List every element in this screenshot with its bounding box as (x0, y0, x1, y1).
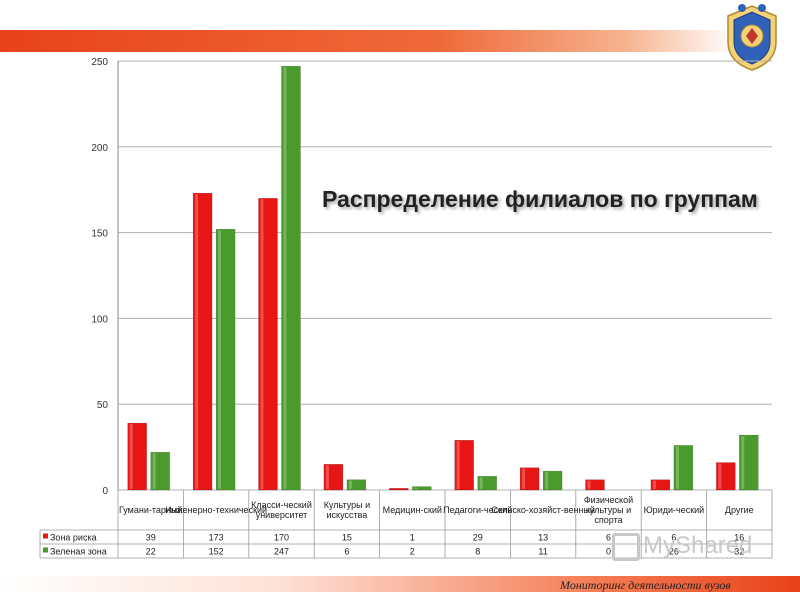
x-tick-label: Класси-ческий университет (251, 500, 312, 520)
bar-risk (585, 479, 605, 491)
top-accent-bar (0, 30, 800, 52)
bar-green (739, 434, 759, 491)
data-label: 13 (538, 533, 548, 543)
legend-label: Зеленая зона (50, 547, 107, 557)
y-tick-label: 200 (91, 143, 108, 154)
bar-highlight (718, 463, 722, 489)
y-tick-label: 0 (102, 486, 108, 497)
bar-highlight (260, 199, 264, 489)
bar-green (673, 445, 694, 491)
watermark-icon (612, 532, 640, 561)
x-tick-label: Физической культуры и спорта (584, 495, 633, 525)
legend-key (43, 547, 48, 553)
bar-risk (519, 467, 540, 491)
watermark: MyShared (612, 532, 752, 561)
data-label: 11 (538, 547, 547, 557)
data-label: 16 (734, 533, 744, 543)
bar-highlight (741, 436, 745, 489)
data-label: 39 (146, 533, 156, 543)
bar-highlight (456, 441, 460, 489)
data-label: 170 (274, 533, 289, 543)
bar-highlight (283, 67, 287, 489)
bar-green (215, 228, 236, 491)
data-label: 0 (606, 547, 611, 557)
bar-highlight (479, 477, 483, 489)
bar-highlight (414, 487, 418, 489)
x-tick-label: Другие (725, 505, 754, 515)
data-label: 2 (410, 547, 415, 557)
data-label: 32 (734, 547, 744, 557)
data-label: 26 (669, 547, 679, 557)
x-tick-label: Сельско-хозяйст-венный (491, 505, 595, 515)
bottom-accent-bar (0, 576, 800, 592)
watermark-text: MyShared (643, 532, 753, 559)
data-label: 6 (344, 547, 349, 557)
x-tick-label: Педагоги-ческий (443, 505, 512, 515)
x-tick-label: Медицин-ский (383, 505, 442, 515)
y-tick-label: 100 (91, 314, 108, 325)
bar-highlight (218, 230, 222, 489)
data-label: 22 (146, 547, 156, 557)
data-label: 173 (209, 533, 224, 543)
x-tick-label: Гумани-тарный (119, 505, 182, 515)
bar-highlight (652, 480, 656, 489)
legend-label: Зона риска (50, 533, 97, 543)
bar-risk (716, 462, 736, 491)
bar-risk (650, 479, 671, 491)
bar-highlight (129, 424, 133, 489)
data-label: 1 (410, 533, 415, 543)
x-tick-label: Юриди-ческий (644, 505, 705, 515)
data-label: 8 (475, 547, 480, 557)
bar-highlight (325, 465, 329, 489)
y-tick-label: 150 (91, 229, 108, 240)
x-tick-label: Культуры и искусства (324, 500, 370, 520)
data-label: 15 (342, 533, 352, 543)
footer-text: Мониторинг деятельности вузов (560, 578, 731, 592)
bar-green (281, 65, 301, 491)
slide-title: Распределение филиалов по группам (322, 186, 758, 212)
data-label: 152 (209, 547, 224, 557)
bar-highlight (152, 453, 156, 489)
university-emblem-icon (727, 4, 777, 71)
bar-green (412, 486, 432, 491)
x-tick-label: Инженерно-технический (165, 505, 267, 515)
y-tick-label: 50 (97, 400, 109, 411)
data-label: 6 (671, 533, 676, 543)
bar-risk (389, 488, 409, 491)
bar-risk (258, 198, 278, 491)
bar-highlight (545, 472, 549, 489)
bar-green (542, 470, 563, 491)
bar-risk (192, 192, 213, 491)
bar-green (346, 479, 367, 491)
bar-risk (323, 464, 344, 491)
bar-risk (127, 422, 147, 491)
data-label: 29 (473, 533, 483, 543)
y-tick-label: 250 (91, 57, 108, 68)
bar-highlight (195, 194, 199, 489)
bar-green (150, 451, 170, 491)
bar-risk (454, 439, 474, 491)
bar-highlight (348, 480, 352, 489)
legend-key (43, 533, 48, 539)
data-label: 247 (274, 547, 289, 557)
bar-highlight (587, 480, 591, 489)
data-label: 6 (606, 533, 611, 543)
bar-highlight (675, 446, 679, 489)
bar-highlight (522, 468, 526, 489)
bar-green (477, 476, 497, 491)
